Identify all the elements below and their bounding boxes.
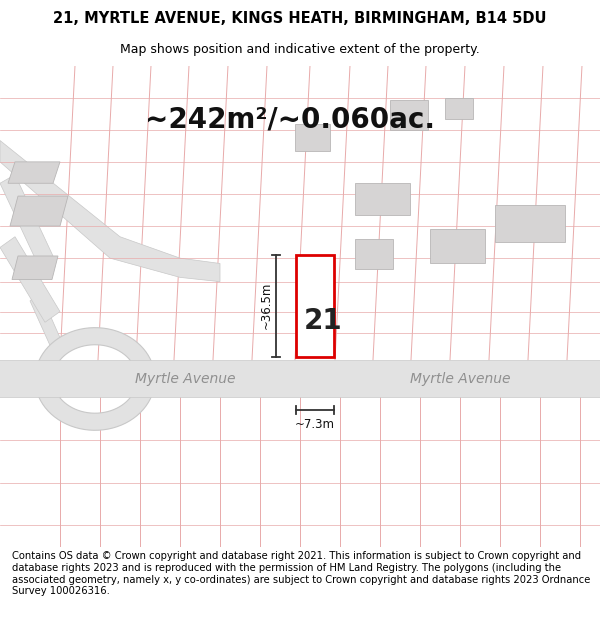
- Text: Myrtle Avenue: Myrtle Avenue: [135, 372, 235, 386]
- Bar: [296, 255, 334, 356]
- Text: ~36.5m: ~36.5m: [260, 282, 272, 329]
- Text: Contains OS data © Crown copyright and database right 2021. This information is : Contains OS data © Crown copyright and d…: [12, 551, 590, 596]
- Polygon shape: [0, 237, 60, 322]
- Text: 21, MYRTLE AVENUE, KINGS HEATH, BIRMINGHAM, B14 5DU: 21, MYRTLE AVENUE, KINGS HEATH, BIRMINGH…: [53, 11, 547, 26]
- Polygon shape: [0, 141, 220, 282]
- Bar: [0, 360, 600, 397]
- Polygon shape: [8, 162, 60, 183]
- Bar: [430, 229, 485, 264]
- Bar: [355, 239, 393, 269]
- Bar: [355, 183, 410, 216]
- Polygon shape: [10, 196, 68, 226]
- Polygon shape: [30, 292, 65, 356]
- Bar: [495, 204, 565, 242]
- Text: ~7.3m: ~7.3m: [295, 419, 335, 431]
- Bar: [295, 124, 330, 151]
- Text: Map shows position and indicative extent of the property.: Map shows position and indicative extent…: [120, 44, 480, 56]
- Text: ~242m²/~0.060ac.: ~242m²/~0.060ac.: [145, 105, 435, 133]
- Bar: [390, 100, 428, 130]
- Polygon shape: [0, 175, 55, 269]
- Polygon shape: [155, 368, 230, 389]
- Polygon shape: [12, 256, 58, 279]
- Polygon shape: [35, 328, 155, 430]
- Text: 21: 21: [304, 307, 343, 335]
- Bar: [445, 98, 473, 119]
- Text: Myrtle Avenue: Myrtle Avenue: [410, 372, 510, 386]
